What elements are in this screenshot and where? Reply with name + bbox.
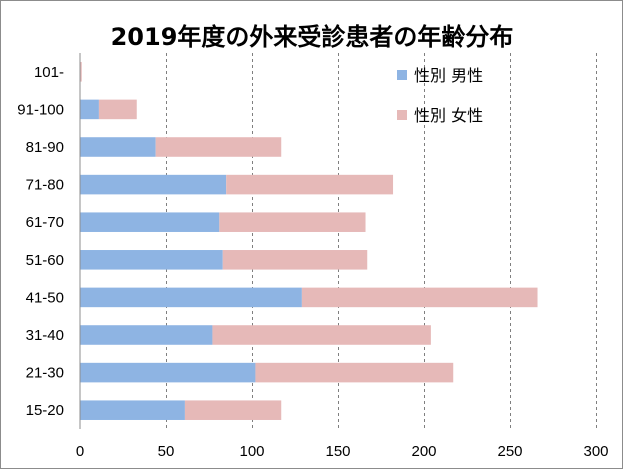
x-tick-label: 150 — [325, 443, 350, 460]
bar-male-41-50 — [80, 287, 302, 308]
x-tick-label: 100 — [239, 443, 264, 460]
y-tick-label: 15-20 — [26, 402, 64, 419]
legend-swatch-female — [397, 110, 407, 120]
y-tick-label: 41-50 — [26, 289, 64, 306]
y-tick-label: 101- — [34, 64, 64, 81]
bar-male-81-90 — [80, 137, 156, 157]
x-tick-label: 0 — [76, 443, 84, 460]
y-tick-label: 51-60 — [26, 252, 64, 269]
chart-title: 2019年度の外来受診患者の年齢分布 — [111, 23, 514, 51]
bar-female-71-80 — [226, 174, 394, 195]
bar-male-51-60 — [80, 250, 223, 270]
y-tick-label: 61-70 — [26, 214, 64, 231]
bar-female-81-90 — [155, 137, 282, 157]
bar-male-71-80 — [80, 174, 227, 195]
x-tick-label: 250 — [497, 443, 522, 460]
y-tick-label: 91-100 — [17, 101, 64, 118]
legend-label-female: 性別 女性 — [414, 106, 483, 125]
x-tick-label: 200 — [411, 443, 436, 460]
bar-female-41-50 — [301, 287, 538, 308]
bar-male-61-70 — [80, 212, 220, 232]
bar-female-21-30 — [255, 362, 454, 383]
bar-female-31-40 — [212, 325, 431, 345]
y-tick-labels: 15-20 21-30 31-40 41-50 51-60 61-70 71-80 81-90… — [17, 64, 64, 419]
legend: 性別 男性 性別 女性 — [397, 66, 483, 125]
bar-female-15-20 — [184, 400, 282, 420]
x-tick-label: 50 — [158, 443, 175, 460]
y-tick-label: 81-90 — [26, 139, 64, 156]
bars — [80, 62, 538, 420]
legend-label-male: 性別 男性 — [414, 66, 483, 85]
bar-male-31-40 — [80, 325, 213, 345]
y-tick-label: 31-40 — [26, 327, 64, 344]
bar-male-21-30 — [80, 362, 256, 383]
bar-male-15-20 — [80, 400, 185, 420]
bar-female-101- — [80, 62, 82, 82]
y-tick-label: 71-80 — [26, 177, 64, 194]
bar-female-91-100 — [98, 99, 137, 120]
bar-female-51-60 — [222, 250, 368, 270]
x-tick-label: 300 — [583, 443, 608, 460]
x-tick-labels: 0 50 100 150 200 250 300 — [76, 443, 609, 460]
bar-female-61-70 — [219, 212, 366, 232]
bar-male-91-100 — [80, 99, 99, 120]
legend-swatch-male — [397, 70, 407, 80]
y-tick-label: 21-30 — [26, 365, 64, 382]
